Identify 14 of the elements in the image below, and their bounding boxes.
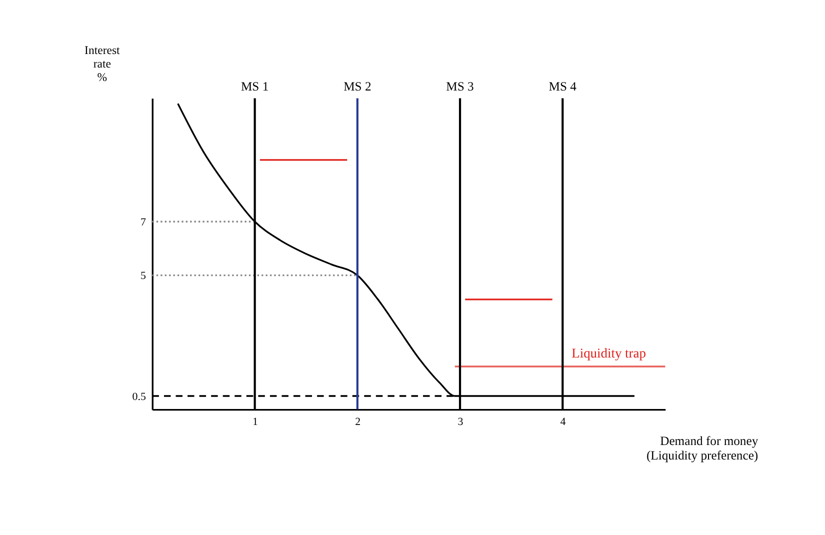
y-axis-title: Interest rate %	[84, 44, 121, 84]
ref-line-label: MS 2	[344, 80, 372, 94]
x-tick-label: 3	[458, 416, 464, 428]
y-tick-label: 5	[140, 270, 146, 282]
y-tick-label: 7	[140, 216, 146, 228]
ref-line-label: MS 3	[446, 80, 474, 94]
ref-line-label: MS 4	[548, 80, 578, 94]
x-axis-title: Demand for money (Liquidity preference)	[646, 434, 759, 462]
y-tick-label: 0.5	[132, 390, 146, 403]
ref-line-label: MS 1	[240, 80, 269, 94]
x-tick-label: 2	[355, 416, 361, 428]
x-tick-label: 4	[560, 416, 566, 428]
x-tick-label: 1	[252, 416, 258, 428]
annotation: Liquidity trap	[572, 345, 646, 360]
